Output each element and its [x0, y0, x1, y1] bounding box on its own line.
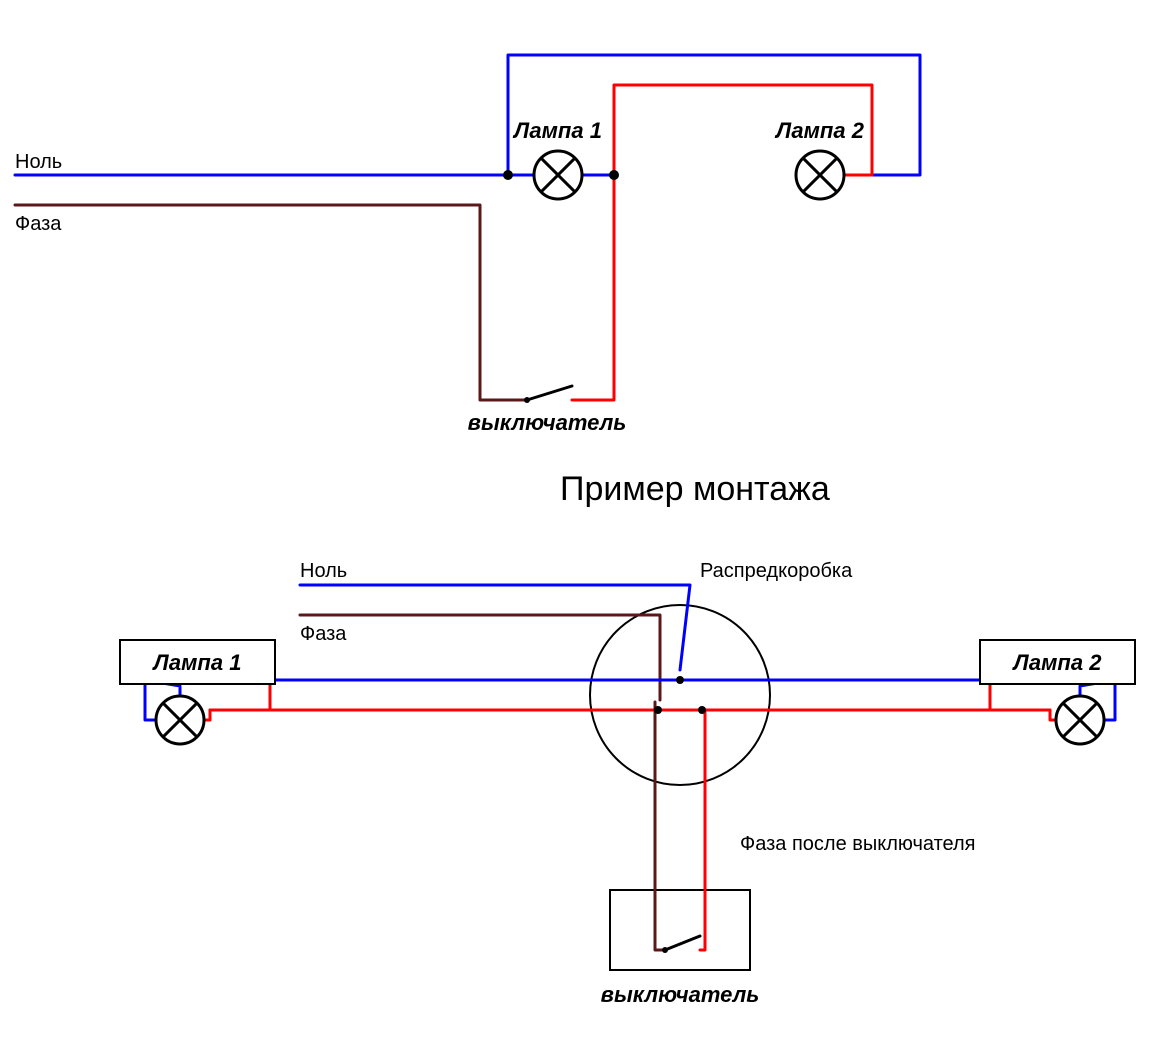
- bottom-label-neutral: Ноль: [300, 560, 347, 582]
- bottom-label-lamp2: Лампа 2: [1012, 650, 1103, 675]
- bottom-junction-0: [676, 676, 684, 684]
- top-junction-1: [609, 170, 619, 180]
- bottom-label-phase: Фаза: [300, 623, 347, 645]
- top-phase-in: [15, 205, 527, 400]
- bottom-switch-pivot: [662, 947, 668, 953]
- top-label-lamp1: Лампа 1: [512, 118, 602, 143]
- top-lamp-2: [796, 151, 844, 199]
- bottom-phase-in: [300, 615, 660, 700]
- top-label-phase: Фаза: [15, 213, 62, 235]
- bottom-label-switch: выключатель: [601, 982, 760, 1007]
- top-switch-pivot: [524, 397, 530, 403]
- bottom-junction-2: [698, 706, 706, 714]
- top-junction-0: [503, 170, 513, 180]
- bottom-neutral-row: [145, 680, 1115, 696]
- title: Пример монтажа: [560, 470, 830, 508]
- top-switch-lever: [527, 386, 572, 400]
- bottom-neutral-in: [300, 585, 690, 670]
- bottom-label-jbox: Распредкоробка: [700, 560, 853, 582]
- bottom-switch-box: [610, 890, 750, 970]
- top-label-lamp2: Лампа 2: [774, 118, 865, 143]
- top-label-neutral: Ноль: [15, 151, 62, 173]
- top-phase-after-down: [572, 175, 614, 400]
- top-label-switch: выключатель: [468, 410, 627, 435]
- bottom-lamp-1: [156, 696, 204, 744]
- bottom-label-lamp1: Лампа 1: [152, 650, 242, 675]
- bottom-junction-box: [590, 605, 770, 785]
- bottom-neutral-to-lampR: [1104, 680, 1115, 720]
- top-lamp-1: [534, 151, 582, 199]
- bottom-neutral-to-lampL: [145, 680, 156, 720]
- bottom-lamp-2: [1056, 696, 1104, 744]
- bottom-label-phase-after: Фаза после выключателя: [740, 833, 975, 855]
- bottom-junction-1: [654, 706, 662, 714]
